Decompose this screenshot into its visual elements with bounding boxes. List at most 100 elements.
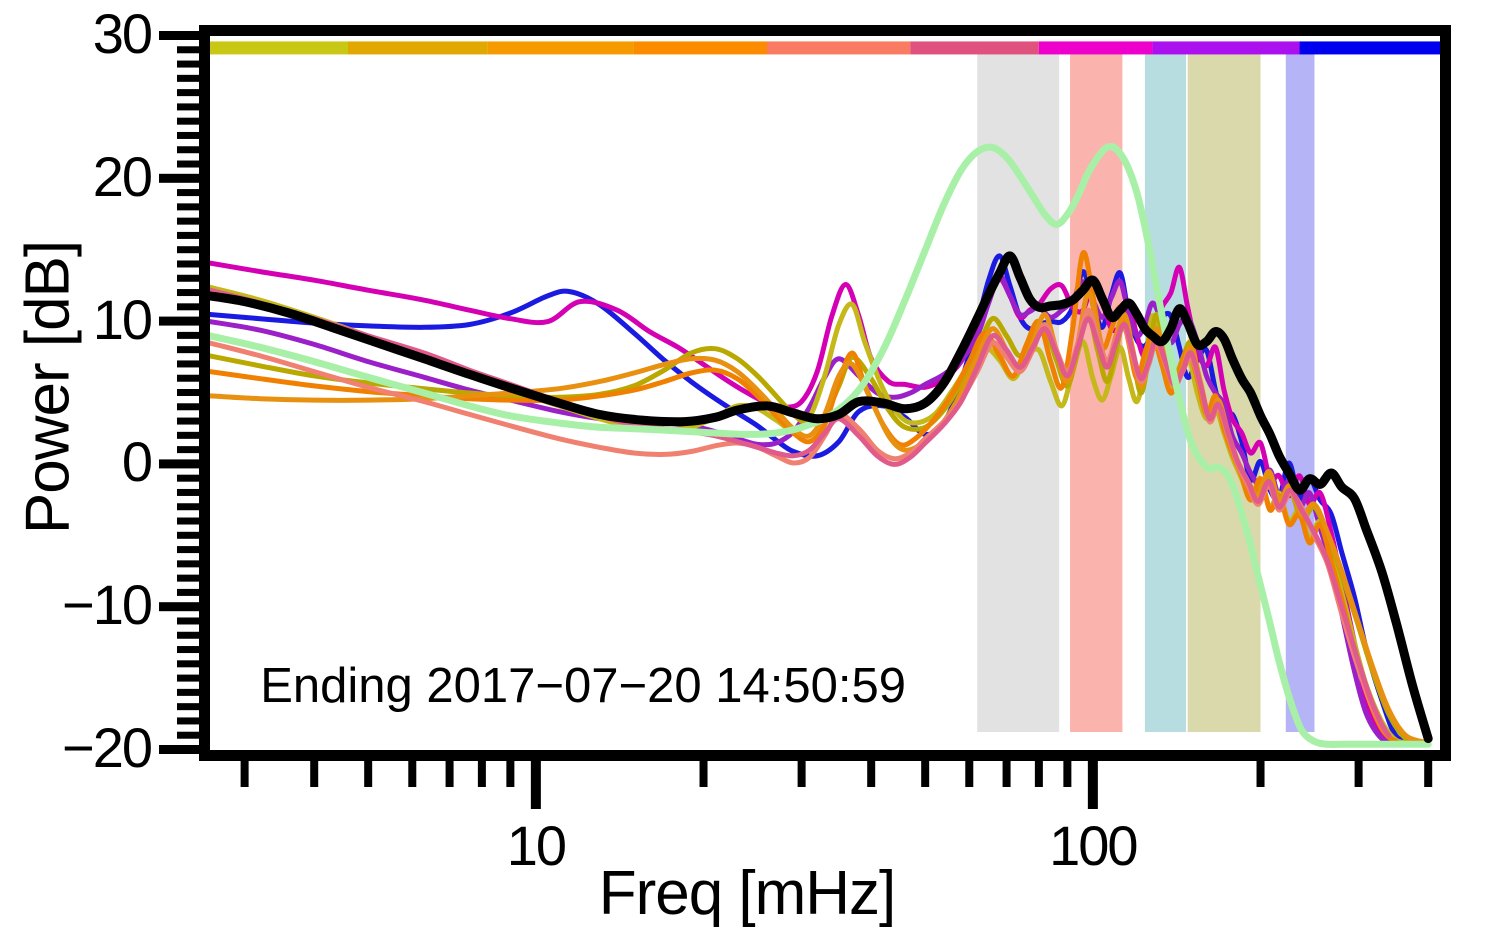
y-tick-major [159, 316, 199, 326]
y-tick-minor [177, 346, 199, 354]
x-tick-minor [699, 761, 708, 787]
y-tick-minor [177, 360, 199, 368]
y-axis-spine [199, 25, 210, 761]
y-tick-minor [177, 646, 199, 654]
y-tick-label: −20 [62, 716, 153, 779]
y-tick-minor [177, 417, 199, 425]
y-tick-minor [177, 617, 199, 625]
y-tick-label: 30 [92, 2, 153, 65]
colorbar-segment-7 [1152, 41, 1300, 55]
x-tick-minor [240, 761, 249, 787]
y-tick-label: 0 [121, 430, 153, 494]
x-tick-minor [1424, 761, 1433, 787]
y-tick-minor [177, 131, 199, 139]
x-tick-label: 100 [1049, 814, 1138, 877]
y-tick-minor [177, 89, 199, 97]
x-tick-minor [445, 761, 454, 787]
x-axis-spine [199, 750, 1451, 761]
y-tick-minor [177, 488, 199, 496]
y-tick-label: 10 [92, 287, 153, 351]
x-tick-minor [1063, 761, 1072, 787]
colorbar-segment-0 [210, 41, 349, 55]
series-mean-spectrum [210, 251, 1433, 744]
y-tick-major [159, 745, 199, 754]
y-tick-minor [177, 74, 199, 82]
y-tick-minor [177, 46, 199, 54]
y-tick-minor [177, 403, 199, 411]
series-group [210, 142, 1433, 749]
y-tick-minor [177, 446, 199, 454]
y-tick-minor [177, 331, 199, 339]
x-tick-minor [408, 761, 417, 787]
y-tick-major [159, 31, 199, 40]
x-tick-minor [1034, 761, 1043, 787]
x-tick-minor [1002, 761, 1011, 787]
x-tick-minor [797, 761, 806, 787]
y-tick-minor [177, 246, 199, 254]
y-tick-minor [177, 588, 199, 596]
y-tick-minor [177, 574, 199, 582]
y-tick-minor [177, 217, 199, 225]
x-tick-minor [310, 761, 319, 787]
y-tick-label: 20 [92, 144, 153, 208]
series-spectrum-orange-1 [210, 250, 1399, 744]
y-tick-minor [177, 274, 199, 282]
y-tick-major [159, 459, 199, 469]
y-tick-minor [177, 517, 199, 525]
band-gray [977, 52, 1060, 732]
y-tick-minor [177, 303, 199, 311]
colorbar-segment-1 [348, 41, 488, 55]
x-tick-minor [921, 761, 930, 787]
y-tick-minor [177, 703, 199, 711]
y-tick-minor [177, 146, 199, 154]
y-tick-minor [177, 503, 199, 511]
y-tick-major [159, 602, 199, 612]
series-spectrum-magenta-bright [210, 260, 1431, 747]
y-tick-minor [177, 374, 199, 382]
right-spine [1440, 25, 1451, 750]
x-tick-minor [1256, 761, 1265, 787]
y-tick-minor [177, 117, 199, 125]
colorbar-segment-2 [487, 41, 634, 55]
x-tick-minor [506, 761, 515, 787]
colorbar-segment-4 [766, 41, 911, 55]
y-tick-major [159, 173, 199, 183]
y-tick-minor [177, 474, 199, 482]
y-tick-minor [177, 160, 199, 168]
y-tick-minor [177, 203, 199, 211]
x-tick-minor [364, 761, 373, 787]
y-tick-minor [177, 546, 199, 554]
x-tick-minor [867, 761, 876, 787]
y-tick-minor [177, 560, 199, 568]
y-tick-minor [177, 103, 199, 111]
colorbar-segment-3 [633, 41, 767, 55]
colorbar-segment-6 [1038, 41, 1153, 55]
y-tick-minor [177, 531, 199, 539]
colorbar-segment-5 [910, 41, 1039, 55]
y-tick-minor [177, 289, 199, 297]
y-tick-minor [177, 717, 199, 725]
x-tick-major [1087, 761, 1098, 809]
band-violet [1285, 52, 1315, 732]
y-tick-minor [177, 631, 199, 639]
y-tick-minor [177, 674, 199, 682]
y-tick-minor [177, 731, 199, 739]
ending-timestamp-annotation: Ending 2017−07−20 14:50:59 [260, 658, 906, 713]
y-tick-minor [177, 389, 199, 396]
x-axis-label: Freq [mHz] [598, 859, 897, 928]
y-tick-minor [177, 660, 199, 668]
x-tick-major [530, 761, 541, 809]
colorbar-segment-8 [1299, 41, 1440, 55]
x-tick-label: 10 [506, 814, 567, 877]
x-tick-minor [1354, 761, 1363, 787]
y-tick-minor [177, 231, 199, 239]
y-tick-minor [177, 60, 199, 68]
y-tick-minor [177, 688, 199, 696]
series-spectrum-lightgreen [210, 142, 1432, 749]
y-tick-minor [177, 431, 199, 439]
y-tick-minor [177, 189, 199, 197]
y-tick-label: −10 [62, 573, 153, 637]
top-spine [199, 25, 1451, 36]
